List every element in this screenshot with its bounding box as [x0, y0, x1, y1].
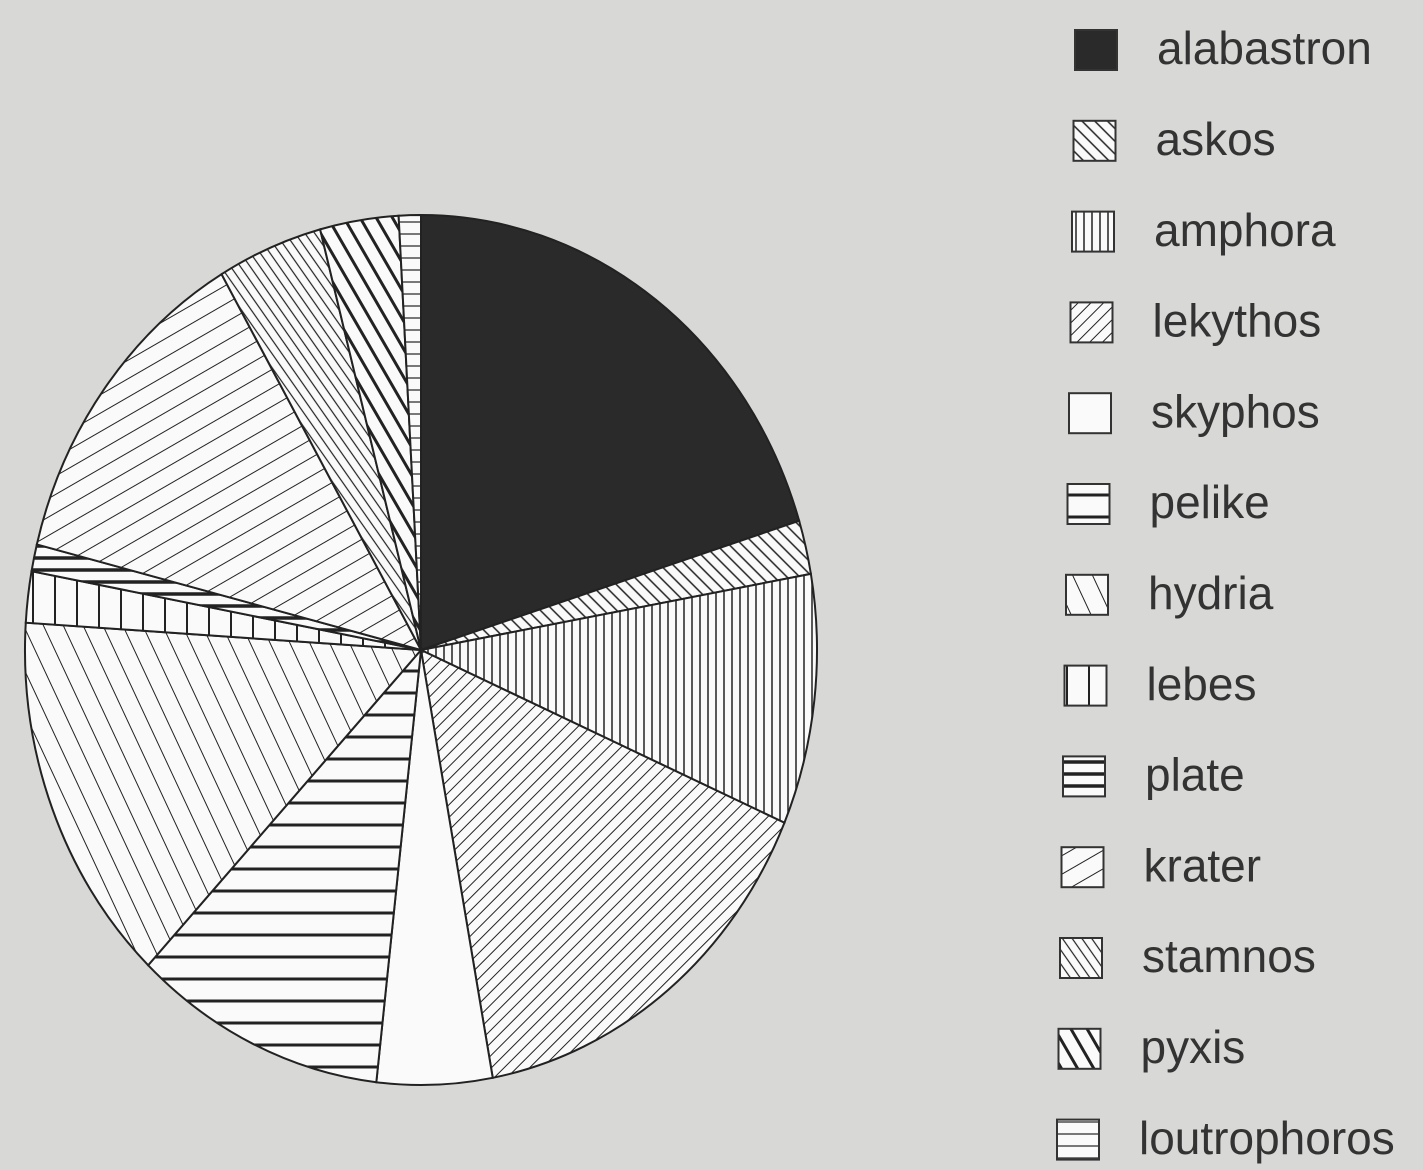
legend-swatch: [1063, 664, 1108, 707]
pie-slice: [417, 572, 818, 825]
pie-slice: [35, 272, 423, 652]
pie-slice: [419, 648, 786, 1079]
legend-swatch: [1060, 846, 1105, 889]
legend-label: pyxis: [1141, 1021, 1246, 1073]
legend-swatch: [1059, 937, 1103, 979]
legend-label: lebes: [1147, 658, 1257, 710]
legend-swatch: [1072, 119, 1117, 162]
legend-swatch: [1066, 483, 1111, 525]
legend-label: krater: [1144, 839, 1262, 891]
pie: [24, 213, 818, 1086]
pie-slice: [24, 621, 424, 967]
legend-swatch: [1057, 1027, 1102, 1070]
legend-label: pelike: [1150, 476, 1270, 528]
legend-label: hydria: [1148, 567, 1274, 619]
pie-slice: [146, 646, 423, 1084]
legend-swatch: [1065, 573, 1109, 616]
legend-swatch: [1074, 29, 1118, 71]
pie-slice: [397, 213, 422, 651]
legend-label: plate: [1145, 749, 1245, 801]
legend-label: skyphos: [1151, 385, 1320, 437]
legend-swatch: [1071, 210, 1115, 253]
legend-label: askos: [1156, 113, 1276, 165]
legend-label: stamnos: [1142, 930, 1316, 982]
pie-slice: [420, 213, 801, 652]
legend-label: lekythos: [1153, 295, 1322, 347]
legend-swatch: [1056, 1118, 1100, 1161]
legend-label: amphora: [1154, 204, 1336, 256]
legend-label: alabastron: [1157, 22, 1372, 74]
legend-swatch: [1068, 392, 1112, 435]
legend-swatch: [1069, 301, 1114, 344]
legend-swatch: [1062, 755, 1106, 798]
legend-label: loutrophoros: [1139, 1112, 1395, 1164]
legend: alabastron askos amphora lekythos skyphos pel…: [1056, 22, 1395, 1164]
